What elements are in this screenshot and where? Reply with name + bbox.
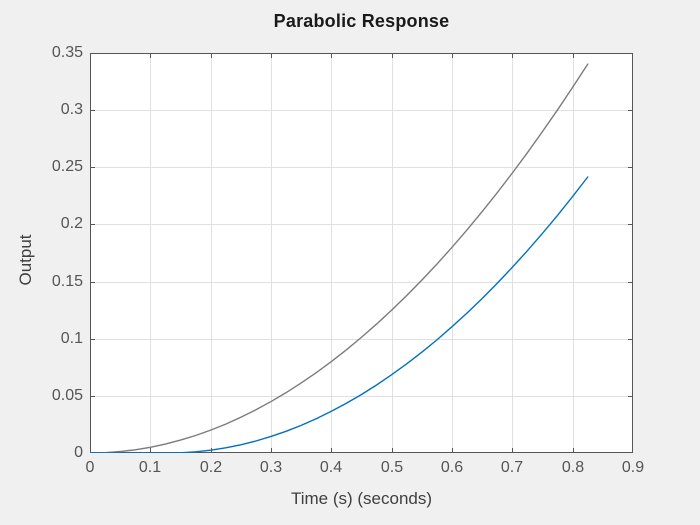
x-tick-label: 0.1: [138, 459, 162, 476]
x-tick-label: 0.8: [561, 459, 585, 476]
y-tick-label: 0.1: [60, 330, 83, 347]
y-tick-label: 0.05: [51, 387, 83, 404]
x-axis-label: Time (s) (seconds): [290, 489, 433, 508]
x-tick-label: 0.6: [440, 459, 464, 476]
y-tick-label: 0.3: [60, 101, 83, 118]
series-gray-curve: [90, 63, 589, 453]
x-tick-label: 0.7: [500, 459, 524, 476]
y-axis-label: Output: [16, 234, 35, 286]
x-tick-label: 0.4: [319, 459, 343, 476]
x-tick-label: 0.2: [199, 459, 223, 476]
x-tick-label: 0.9: [621, 459, 645, 476]
y-tick-label: 0.35: [51, 44, 83, 61]
plot-background: [90, 53, 633, 453]
x-tick-label: 0.5: [380, 459, 404, 476]
y-axis-tick-labels: 0 0.05 0.1 0.15 0.2 0.25 0.3 0.35: [0, 44, 83, 461]
plot-title: Parabolic Response: [273, 11, 450, 31]
y-tick-label: 0.25: [51, 158, 83, 175]
y-tick-label: 0.15: [51, 273, 83, 290]
x-axis-tick-labels: 0 0.1 0.2 0.3 0.4 0.5 0.6 0.7 0.8 0.9: [86, 459, 645, 479]
y-tick-label: 0: [74, 444, 83, 461]
x-tick-label: 0.3: [259, 459, 283, 476]
series-blue-curve: [90, 176, 589, 453]
y-tick-label: 0.2: [60, 215, 83, 232]
axes-box: [90, 53, 633, 453]
x-tick-label: 0: [85, 459, 95, 476]
plot-canvas: [90, 53, 633, 453]
